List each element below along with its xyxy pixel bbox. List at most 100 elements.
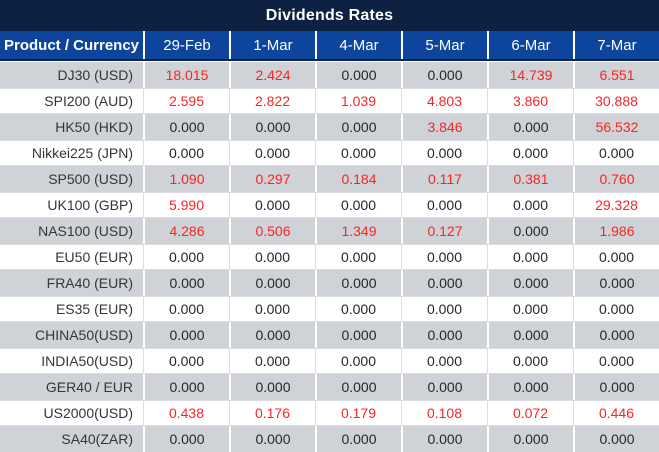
- value-cell: 0.117: [401, 166, 487, 192]
- value-cell: 0.000: [401, 244, 487, 270]
- value-cell: 0.000: [487, 114, 573, 140]
- value-cell: 6.551: [573, 62, 659, 88]
- value-cell: 0.000: [487, 348, 573, 374]
- value-cell: 0.000: [229, 244, 315, 270]
- value-cell: 0.000: [143, 296, 229, 322]
- value-cell: 0.179: [315, 400, 401, 426]
- value-cell: 0.000: [315, 244, 401, 270]
- value-cell: 0.000: [315, 374, 401, 400]
- value-cell: 1.039: [315, 88, 401, 114]
- value-cell: 0.000: [573, 374, 659, 400]
- value-cell: 0.000: [315, 322, 401, 348]
- value-cell: 0.000: [401, 270, 487, 296]
- value-cell: 1.090: [143, 166, 229, 192]
- product-cell: SP500 (USD): [0, 166, 143, 192]
- date-header: 5-Mar: [401, 31, 487, 59]
- value-cell: 0.072: [487, 400, 573, 426]
- value-cell: 0.000: [487, 322, 573, 348]
- value-cell: 0.000: [401, 348, 487, 374]
- value-cell: 0.000: [315, 348, 401, 374]
- value-cell: 0.000: [487, 140, 573, 166]
- table-row: CHINA50(USD) 0.000 0.000 0.000 0.000 0.000 0.0…: [0, 322, 659, 348]
- value-cell: 2.595: [143, 88, 229, 114]
- value-cell: 14.739: [487, 62, 573, 88]
- table-row: DJ30 (USD) 18.015 2.424 0.000 0.000 14.739 6.5…: [0, 62, 659, 88]
- value-cell: 2.822: [229, 88, 315, 114]
- value-cell: 0.000: [143, 374, 229, 400]
- value-cell: 0.000: [229, 114, 315, 140]
- table-row: ES35 (EUR) 0.000 0.000 0.000 0.000 0.000 0.000: [0, 296, 659, 322]
- value-cell: 0.000: [143, 114, 229, 140]
- value-cell: 0.000: [315, 62, 401, 88]
- value-cell: 0.000: [401, 192, 487, 218]
- product-cell: FRA40 (EUR): [0, 270, 143, 296]
- product-cell: INDIA50(USD): [0, 348, 143, 374]
- date-header: 1-Mar: [229, 31, 315, 59]
- table-title: Dividends Rates: [265, 6, 394, 24]
- table-row: SPI200 (AUD) 2.595 2.822 1.039 4.803 3.860 30.…: [0, 88, 659, 114]
- value-cell: 2.424: [229, 62, 315, 88]
- table-row: SP500 (USD) 1.090 0.297 0.184 0.117 0.381 0.76…: [0, 166, 659, 192]
- product-currency-header: Product / Currency: [3, 36, 140, 54]
- value-cell: 0.127: [401, 218, 487, 244]
- table-row: US2000(USD) 0.438 0.176 0.179 0.108 0.072 0.44…: [0, 400, 659, 426]
- table-row: NAS100 (USD) 4.286 0.506 1.349 0.127 0.000 1.9…: [0, 218, 659, 244]
- value-cell: 0.506: [229, 218, 315, 244]
- value-cell: 0.000: [487, 218, 573, 244]
- product-cell: GER40 / EUR: [0, 374, 143, 400]
- value-cell: 0.000: [229, 426, 315, 452]
- value-cell: 0.000: [487, 426, 573, 452]
- product-cell: SPI200 (AUD): [0, 88, 143, 114]
- value-cell: 0.000: [401, 374, 487, 400]
- product-cell: HK50 (HKD): [0, 114, 143, 140]
- value-cell: 0.000: [229, 374, 315, 400]
- product-cell: UK100 (GBP): [0, 192, 143, 218]
- value-cell: 0.000: [229, 270, 315, 296]
- value-cell: 3.860: [487, 88, 573, 114]
- value-cell: 0.000: [143, 140, 229, 166]
- value-cell: 0.176: [229, 400, 315, 426]
- date-header: 4-Mar: [315, 31, 401, 59]
- value-cell: 0.000: [229, 192, 315, 218]
- value-cell: 3.846: [401, 114, 487, 140]
- value-cell: 0.000: [229, 322, 315, 348]
- product-cell: SA40(ZAR): [0, 426, 143, 452]
- product-cell: ES35 (EUR): [0, 296, 143, 322]
- product-cell: NAS100 (USD): [0, 218, 143, 244]
- table-row: INDIA50(USD) 0.000 0.000 0.000 0.000 0.000 0.0…: [0, 348, 659, 374]
- value-cell: 0.000: [401, 140, 487, 166]
- table-body: DJ30 (USD) 18.015 2.424 0.000 0.000 14.739 6.5…: [0, 61, 659, 452]
- value-cell: 0.000: [229, 140, 315, 166]
- value-cell: 0.381: [487, 166, 573, 192]
- table-row: Nikkei225 (JPN) 0.000 0.000 0.000 0.000 0.000…: [0, 140, 659, 166]
- value-cell: 0.000: [573, 244, 659, 270]
- date-header: 6-Mar: [487, 31, 573, 59]
- value-cell: 0.760: [573, 166, 659, 192]
- value-cell: 0.184: [315, 166, 401, 192]
- value-cell: 0.000: [573, 140, 659, 166]
- value-cell: 0.000: [401, 426, 487, 452]
- product-cell: DJ30 (USD): [0, 62, 143, 88]
- table-header-row: Product / Currency 29-Feb 1-Mar 4-Mar 5-Mar…: [0, 31, 659, 61]
- table-row: HK50 (HKD) 0.000 0.000 0.000 3.846 0.000 56.53…: [0, 114, 659, 140]
- table-row: SA40(ZAR) 0.000 0.000 0.000 0.000 0.000 0.000: [0, 426, 659, 452]
- value-cell: 1.986: [573, 218, 659, 244]
- product-cell: Nikkei225 (JPN): [0, 140, 143, 166]
- table-row: UK100 (GBP) 5.990 0.000 0.000 0.000 0.000 29.3…: [0, 192, 659, 218]
- value-cell: 0.000: [573, 270, 659, 296]
- value-cell: 0.000: [143, 348, 229, 374]
- value-cell: 0.000: [487, 374, 573, 400]
- value-cell: 0.000: [487, 244, 573, 270]
- value-cell: 0.000: [573, 426, 659, 452]
- value-cell: 0.000: [229, 296, 315, 322]
- value-cell: 0.000: [143, 244, 229, 270]
- value-cell: 0.000: [143, 270, 229, 296]
- value-cell: 0.446: [573, 400, 659, 426]
- value-cell: 30.888: [573, 88, 659, 114]
- table-title-bar: Dividends Rates: [0, 0, 659, 31]
- value-cell: 0.000: [229, 348, 315, 374]
- value-cell: 0.000: [143, 322, 229, 348]
- value-cell: 0.000: [573, 322, 659, 348]
- value-cell: 0.000: [143, 426, 229, 452]
- product-cell: EU50 (EUR): [0, 244, 143, 270]
